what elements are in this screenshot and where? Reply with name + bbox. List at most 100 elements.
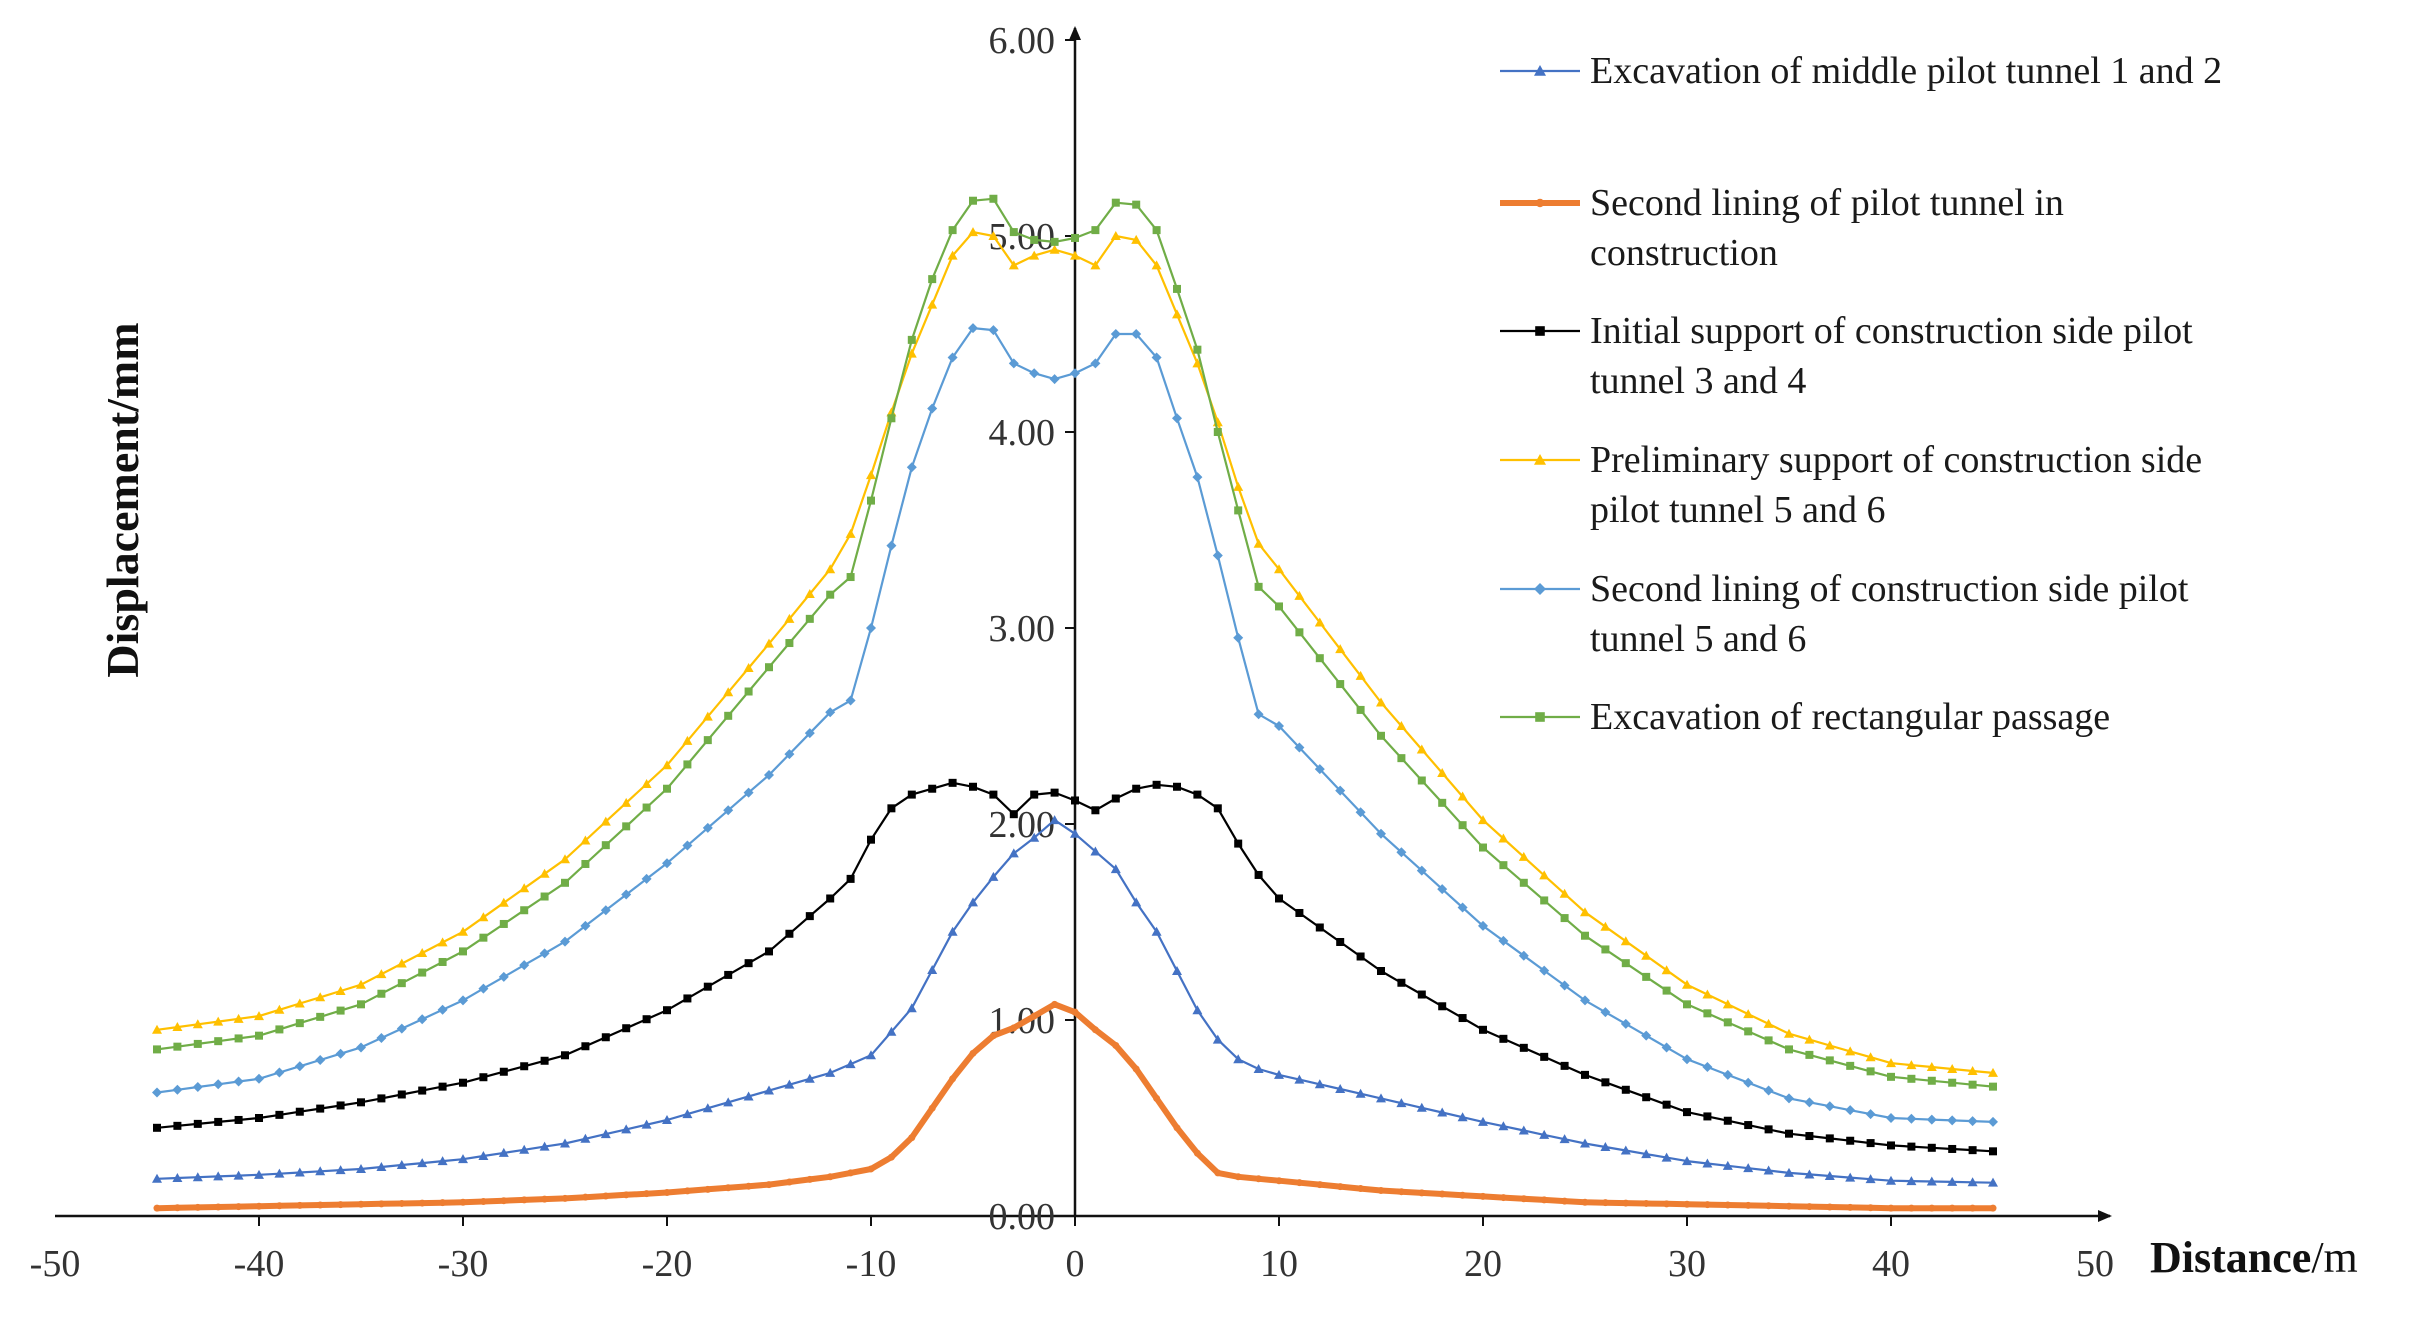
- data-point-marker: [1152, 226, 1161, 235]
- data-point-marker: [498, 1147, 509, 1157]
- data-point-marker: [396, 1023, 407, 1034]
- data-point-marker: [214, 1203, 222, 1211]
- data-point-marker: [520, 1062, 529, 1071]
- y-tick-label: 5.00: [989, 216, 1056, 258]
- data-point-marker: [1642, 1199, 1650, 1207]
- data-point-marker: [1131, 897, 1142, 907]
- x-tick-label: -10: [846, 1243, 897, 1285]
- data-point-marker: [1906, 1060, 1917, 1070]
- data-point-marker: [235, 1203, 243, 1211]
- data-point-marker: [1744, 1121, 1753, 1130]
- data-point-marker: [784, 1079, 795, 1089]
- data-point-marker: [906, 1003, 917, 1013]
- data-point-marker: [702, 711, 713, 721]
- x-axis-title-unit: /m: [2311, 1233, 2357, 1282]
- data-point-marker: [1865, 1052, 1876, 1062]
- data-point-marker: [1090, 358, 1101, 369]
- data-point-marker: [1968, 1080, 1977, 1089]
- data-point-marker: [173, 1121, 182, 1130]
- data-point-marker: [1621, 1085, 1630, 1094]
- data-point-marker: [1458, 821, 1467, 830]
- data-point-marker: [1683, 1000, 1691, 1009]
- data-point-marker: [1008, 358, 1019, 369]
- data-point-marker: [560, 854, 570, 864]
- data-point-marker: [1784, 1167, 1794, 1177]
- data-point-marker: [1765, 1202, 1773, 1210]
- data-point-marker: [274, 1004, 285, 1014]
- x-tick-label: 50: [2076, 1243, 2114, 1285]
- data-point-marker: [1397, 754, 1406, 763]
- data-point-marker: [784, 749, 795, 760]
- data-point-marker: [1417, 990, 1426, 999]
- data-point-marker: [1314, 764, 1325, 775]
- data-point-marker: [1478, 815, 1488, 825]
- data-point-marker: [519, 883, 530, 893]
- data-point-marker: [1192, 1005, 1203, 1015]
- data-point-marker: [1397, 978, 1406, 987]
- data-point-marker: [1763, 1018, 1774, 1028]
- data-point-marker: [1253, 538, 1264, 548]
- data-point-marker: [254, 1011, 264, 1021]
- data-point-marker: [1825, 1056, 1834, 1065]
- data-point-marker: [234, 1115, 243, 1124]
- y-tick-labels: 0.001.002.003.004.005.006.00: [989, 20, 1075, 1238]
- data-point-marker: [1824, 1101, 1835, 1112]
- data-point-marker: [1805, 1203, 1813, 1211]
- data-point-marker: [1234, 506, 1243, 515]
- data-point-marker: [907, 335, 916, 344]
- data-point-marker: [459, 947, 467, 956]
- data-point-marker: [988, 231, 999, 240]
- data-point-marker: [968, 323, 978, 334]
- data-point-marker: [459, 1198, 467, 1206]
- legend-item-preliminary-support-of-construction-side-pilot-tunnel-5-and-6: Preliminary support of construction side…: [1500, 439, 2202, 531]
- data-point-marker: [825, 707, 836, 718]
- data-point-marker: [1010, 1024, 1018, 1032]
- data-point-marker: [846, 573, 855, 582]
- data-point-marker: [1601, 945, 1610, 954]
- data-point-marker: [1132, 1065, 1140, 1073]
- data-point-marker: [1886, 1113, 1896, 1123]
- legend-item-second-lining-of-pilot-tunnel-in-construction: Second lining of pilot tunnel in construc…: [1500, 182, 2064, 274]
- data-point-marker: [1357, 1185, 1365, 1193]
- data-point-marker: [1111, 198, 1120, 207]
- x-tick-label: -30: [438, 1243, 489, 1285]
- data-point-marker: [1151, 926, 1162, 936]
- data-point-marker: [682, 840, 693, 851]
- data-point-marker: [1051, 1000, 1059, 1008]
- data-point-marker: [1254, 582, 1263, 591]
- data-point-marker: [1534, 454, 1546, 465]
- data-point-marker: [233, 1170, 244, 1180]
- data-point-marker: [662, 760, 672, 770]
- data-point-marker: [580, 835, 591, 845]
- data-point-marker: [704, 1185, 712, 1193]
- x-tick-labels: -50 -40 -30 -20 -10 0 10 20 30 40 50: [30, 1216, 2114, 1285]
- data-point-marker: [1560, 914, 1569, 923]
- data-point-marker: [1581, 1198, 1589, 1206]
- data-point-marker: [1682, 979, 1692, 989]
- data-point-marker: [949, 1075, 957, 1083]
- data-point-marker: [1535, 198, 1545, 208]
- data-point-marker: [1947, 1064, 1958, 1073]
- data-point-marker: [1193, 1149, 1201, 1157]
- data-point-marker: [804, 728, 815, 739]
- data-point-marker: [1457, 902, 1468, 913]
- data-point-marker: [600, 905, 611, 916]
- data-point-marker: [642, 803, 651, 812]
- data-point-marker: [805, 912, 814, 921]
- data-point-marker: [1518, 851, 1529, 861]
- data-point-marker: [1969, 1204, 1977, 1212]
- data-point-marker: [1335, 644, 1346, 654]
- data-point-marker: [1376, 697, 1386, 707]
- data-point-marker: [357, 1200, 365, 1208]
- data-point-marker: [1785, 1129, 1793, 1138]
- data-point-marker: [1988, 1116, 1998, 1127]
- data-point-marker: [1989, 1147, 1997, 1156]
- data-point-marker: [641, 873, 652, 884]
- data-point-marker: [337, 1201, 345, 1209]
- data-point-marker: [1377, 967, 1385, 975]
- data-point-marker: [1233, 481, 1244, 491]
- legend-label: Second lining of construction side pilot…: [1590, 568, 2189, 660]
- data-point-marker: [1131, 234, 1142, 244]
- data-point-marker: [1866, 1067, 1875, 1076]
